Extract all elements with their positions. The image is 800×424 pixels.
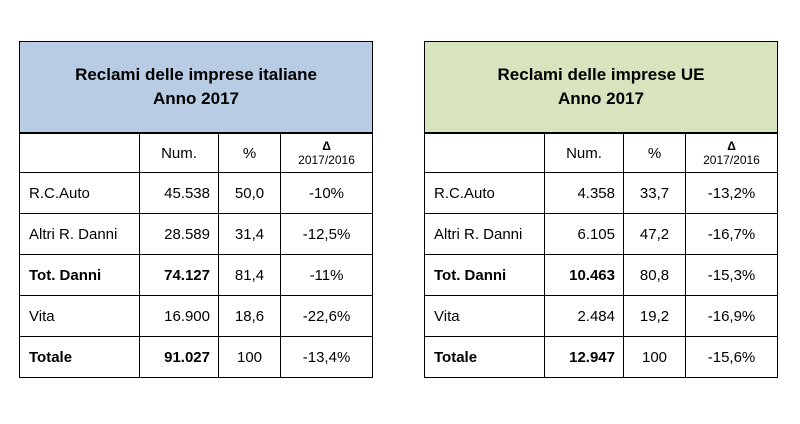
row-delta: -22,6% xyxy=(279,295,374,337)
column-header-row: Num. % Δ 2017/2016 xyxy=(19,132,374,173)
header-empty-cell xyxy=(424,132,545,173)
row-label: Totale xyxy=(424,336,545,378)
row-delta: -13,2% xyxy=(685,172,778,214)
delta-symbol: Δ xyxy=(727,139,736,153)
row-num: 10.463 xyxy=(544,254,624,296)
table-title: Reclami delle imprese italiane Anno 2017 xyxy=(18,41,374,134)
row-delta: -10% xyxy=(279,172,374,214)
row-delta: -15,3% xyxy=(685,254,778,296)
row-pct: 31,4 xyxy=(218,213,281,255)
header-pct: % xyxy=(218,132,281,173)
row-num: 12.947 xyxy=(544,336,624,378)
header-pct: % xyxy=(623,132,686,173)
ue-complaints-table: Reclami delle imprese UE Anno 2017 Num. … xyxy=(424,41,778,378)
row-label: Altri R. Danni xyxy=(424,213,545,255)
row-num: 2.484 xyxy=(544,295,624,337)
table-row: Totale 91.027 100 -13,4% xyxy=(19,336,374,378)
table-row: Tot. Danni 74.127 81,4 -11% xyxy=(19,254,374,296)
table-row: R.C.Auto 4.358 33,7 -13,2% xyxy=(424,172,778,214)
row-delta: -11% xyxy=(279,254,374,296)
row-pct: 80,8 xyxy=(623,254,686,296)
row-delta: -12,5% xyxy=(279,213,374,255)
row-num: 91.027 xyxy=(139,336,219,378)
header-num: Num. xyxy=(544,132,624,173)
row-delta: -16,7% xyxy=(685,213,778,255)
table-row: Vita 2.484 19,2 -16,9% xyxy=(424,295,778,337)
table-row: Tot. Danni 10.463 80,8 -15,3% xyxy=(424,254,778,296)
row-pct: 100 xyxy=(218,336,281,378)
table-title-line2: Anno 2017 xyxy=(558,89,644,108)
column-header-row: Num. % Δ 2017/2016 xyxy=(424,132,778,173)
italian-complaints-table: Reclami delle imprese italiane Anno 2017… xyxy=(18,41,374,378)
table-title-line1: Reclami delle imprese UE xyxy=(497,65,705,84)
row-delta: -15,6% xyxy=(685,336,778,378)
row-pct: 19,2 xyxy=(623,295,686,337)
table-row: R.C.Auto 45.538 50,0 -10% xyxy=(19,172,374,214)
table-title-line1: Reclami delle imprese italiane xyxy=(75,65,317,84)
delta-years: 2017/2016 xyxy=(298,153,355,167)
table-row: Vita 16.900 18,6 -22,6% xyxy=(19,295,374,337)
header-delta: Δ 2017/2016 xyxy=(685,132,778,173)
row-pct: 50,0 xyxy=(218,172,281,214)
header-delta: Δ 2017/2016 xyxy=(279,132,374,173)
row-pct: 47,2 xyxy=(623,213,686,255)
table-title-line2: Anno 2017 xyxy=(153,89,239,108)
row-num: 16.900 xyxy=(139,295,219,337)
row-pct: 33,7 xyxy=(623,172,686,214)
table-row: Altri R. Danni 6.105 47,2 -16,7% xyxy=(424,213,778,255)
row-label: R.C.Auto xyxy=(19,172,140,214)
row-num: 28.589 xyxy=(139,213,219,255)
row-pct: 100 xyxy=(623,336,686,378)
delta-years: 2017/2016 xyxy=(703,153,760,167)
row-delta: -13,4% xyxy=(279,336,374,378)
row-label: Altri R. Danni xyxy=(19,213,140,255)
delta-symbol: Δ xyxy=(322,139,331,153)
row-label: Vita xyxy=(19,295,140,337)
row-label: Vita xyxy=(424,295,545,337)
row-label: Tot. Danni xyxy=(424,254,545,296)
row-label: R.C.Auto xyxy=(424,172,545,214)
table-row: Altri R. Danni 28.589 31,4 -12,5% xyxy=(19,213,374,255)
table-row: Totale 12.947 100 -15,6% xyxy=(424,336,778,378)
header-num: Num. xyxy=(139,132,219,173)
row-label: Totale xyxy=(19,336,140,378)
table-title: Reclami delle imprese UE Anno 2017 xyxy=(424,41,778,134)
row-delta: -16,9% xyxy=(685,295,778,337)
row-label: Tot. Danni xyxy=(19,254,140,296)
row-pct: 18,6 xyxy=(218,295,281,337)
row-num: 4.358 xyxy=(544,172,624,214)
row-num: 74.127 xyxy=(139,254,219,296)
row-pct: 81,4 xyxy=(218,254,281,296)
row-num: 45.538 xyxy=(139,172,219,214)
header-empty-cell xyxy=(19,132,140,173)
row-num: 6.105 xyxy=(544,213,624,255)
